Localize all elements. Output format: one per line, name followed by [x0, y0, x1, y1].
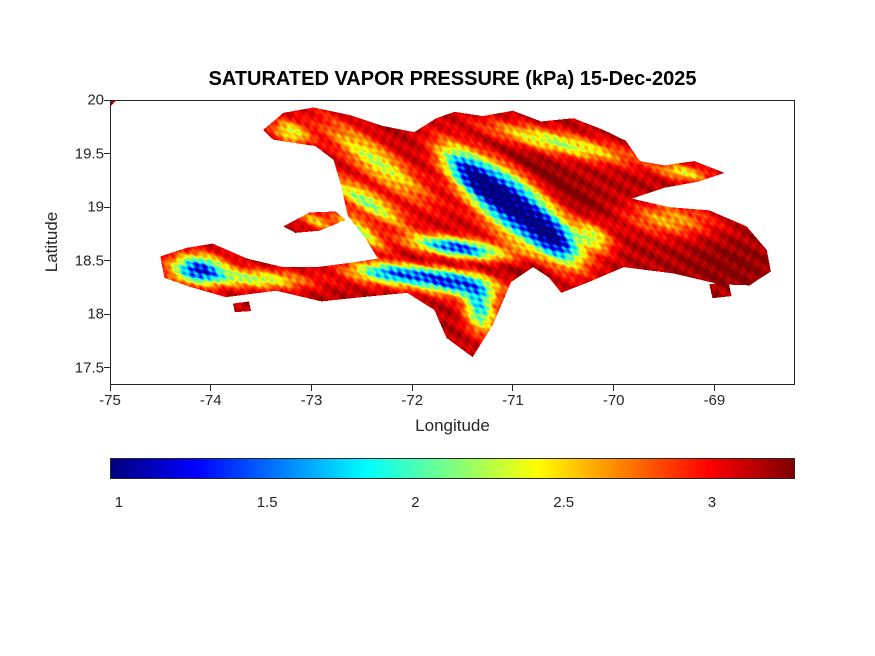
x-tick-label: -71 [502, 392, 524, 409]
chart-title: SATURATED VAPOR PRESSURE (kPa) 15-Dec-20… [208, 68, 697, 90]
colorbar-tick-labels: 1 1.5 2 2.5 3 [110, 494, 795, 512]
y-tick-label: 19.5 [74, 145, 104, 163]
y-tick-mark [104, 260, 110, 262]
x-tick-labels: -75 -74 -73 -72 -71 -70 -69 [99, 392, 795, 410]
x-tick-mark [713, 385, 715, 391]
y-tick-label: 18.5 [74, 252, 104, 270]
x-tick-label: -73 [300, 392, 323, 409]
x-tick-label: -72 [401, 392, 424, 409]
y-tick-label: 17.5 [74, 359, 104, 377]
colorbar [110, 458, 795, 479]
colorbar-tick-label: 3 [707, 494, 717, 511]
x-tick-mark [512, 385, 514, 391]
colorbar-tick-label: 1 [114, 494, 124, 511]
colorbar-tick-label: 2 [411, 494, 420, 511]
colorbar-canvas [110, 458, 795, 479]
y-tick-label: 19 [87, 198, 104, 216]
y-tick-mark [104, 367, 110, 369]
map-canvas [110, 100, 795, 385]
y-tick-label: 18 [87, 305, 104, 323]
y-tick-labels: 20 19.5 19 18.5 18 17.5 [56, 92, 104, 385]
x-tick-mark [310, 385, 312, 391]
x-tick-mark [613, 385, 615, 391]
y-tick-label: 20 [87, 91, 104, 109]
x-tick-mark [109, 385, 111, 391]
y-tick-mark [104, 313, 110, 315]
x-tick-label: -74 [199, 392, 222, 409]
y-tick-mark [104, 206, 110, 208]
x-tick-marks [109, 385, 795, 391]
y-tick-marks [104, 99, 110, 385]
x-axis-label: Longitude [415, 416, 490, 435]
x-tick-label: -70 [602, 392, 625, 409]
x-tick-label: -69 [703, 392, 726, 409]
plot-area [110, 100, 795, 385]
colorbar-tick-label: 2.5 [553, 494, 575, 511]
colorbar-tick-label: 1.5 [256, 494, 278, 511]
y-tick-mark [104, 99, 110, 101]
x-tick-mark [411, 385, 413, 391]
y-tick-mark [104, 153, 110, 155]
x-tick-mark [210, 385, 212, 391]
x-tick-label: -75 [99, 392, 121, 409]
